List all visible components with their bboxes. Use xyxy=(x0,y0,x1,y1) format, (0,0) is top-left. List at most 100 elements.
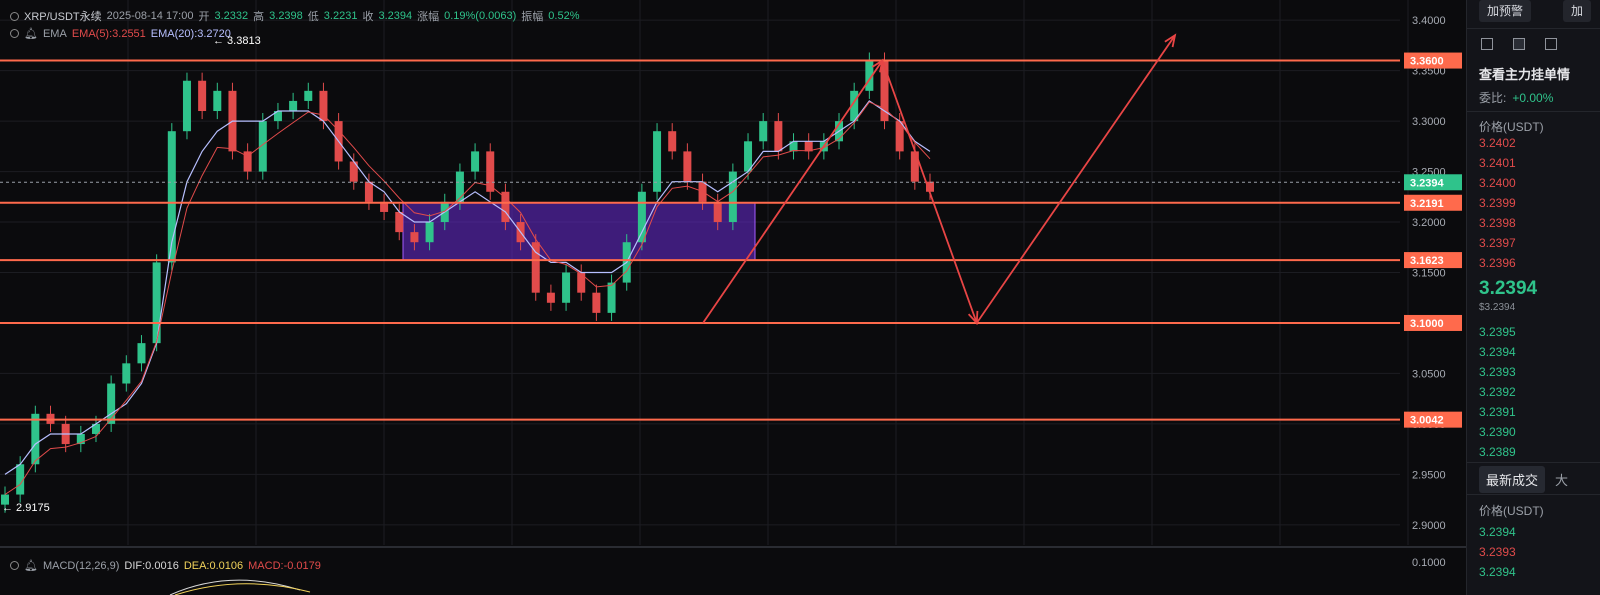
tab-large-trades[interactable]: 大 xyxy=(1555,473,1569,488)
both-sides-icon[interactable] xyxy=(1481,38,1493,50)
add-button[interactable]: 加 xyxy=(1563,0,1592,22)
dif-line xyxy=(169,579,301,595)
divider xyxy=(1467,28,1600,29)
y-tick-label: 3.3000 xyxy=(1412,116,1446,128)
consolidation-zone xyxy=(402,202,756,261)
bid-row[interactable]: 3.2393 xyxy=(1479,365,1516,379)
candle xyxy=(380,201,389,212)
divider xyxy=(1467,494,1600,495)
last-price-usd: $3.2394 xyxy=(1479,302,1516,313)
ask-row[interactable]: 3.2396 xyxy=(1479,256,1516,270)
price-level-tag xyxy=(1404,411,1462,428)
high-label: 高 xyxy=(253,11,265,23)
collapse-icon[interactable] xyxy=(10,11,19,21)
projection-path xyxy=(702,34,1176,325)
main-orders-link[interactable]: 查看主力挂单情 xyxy=(1479,67,1571,82)
bid-list: 3.2395 3.2394 3.2393 3.2392 3.2391 3.239… xyxy=(1479,322,1516,462)
price-level-label: 3.1000 xyxy=(1410,318,1444,330)
chart-area[interactable]: 3.40003.35003.30003.25003.20003.15003.10… xyxy=(0,0,1466,595)
candle xyxy=(926,181,934,192)
trade-list: 3.2394 3.2393 3.2394 xyxy=(1479,522,1516,582)
bell-icon[interactable]: 🔔︎ xyxy=(24,560,38,572)
candle xyxy=(364,181,373,202)
symbol-label: XRP/USDT永续 xyxy=(24,11,102,23)
bid-row[interactable]: 3.2394 xyxy=(1479,345,1516,359)
trades-tabs: 最新成交大 xyxy=(1479,466,1568,493)
candle xyxy=(562,272,571,303)
candle xyxy=(395,211,404,233)
bid-row[interactable]: 3.2391 xyxy=(1479,405,1516,419)
ask-row[interactable]: 3.2400 xyxy=(1479,176,1516,190)
candle xyxy=(744,141,753,172)
y-tick-label: 2.9500 xyxy=(1412,469,1446,481)
candle xyxy=(471,151,480,172)
dea-line xyxy=(174,583,311,595)
add-alert-button[interactable]: 加预警 xyxy=(1479,0,1532,22)
price-level-tag xyxy=(1404,252,1462,269)
candle xyxy=(319,90,328,122)
amp-value: 0.52% xyxy=(548,10,580,22)
macd-label[interactable]: MACD(12,26,9) xyxy=(42,559,120,572)
candle xyxy=(865,60,874,91)
datetime-label: 2025-08-14 17:00 xyxy=(106,10,194,22)
bid-row[interactable]: 3.2392 xyxy=(1479,385,1516,399)
candle xyxy=(137,343,146,364)
ask-row[interactable]: 3.2401 xyxy=(1479,156,1516,170)
ema-label[interactable]: EMA xyxy=(42,27,67,40)
y-tick-label: 3.3500 xyxy=(1412,66,1446,78)
ask-row[interactable]: 3.2398 xyxy=(1479,216,1516,230)
collapse-icon[interactable] xyxy=(10,561,19,570)
candle xyxy=(349,161,358,182)
candle xyxy=(273,111,282,122)
candle xyxy=(1,494,9,505)
candle xyxy=(486,151,495,192)
open-label: 开 xyxy=(198,11,210,23)
bids-only-icon[interactable] xyxy=(1545,38,1557,50)
trade-row: 3.2394 xyxy=(1479,565,1516,579)
collapse-icon[interactable] xyxy=(10,29,19,38)
candle xyxy=(531,242,540,293)
candle xyxy=(304,90,313,101)
price-level-label: 3.3600 xyxy=(1410,56,1444,68)
candle xyxy=(425,222,434,243)
trades-price-header: 价格(USDT) xyxy=(1479,504,1544,518)
change-value: 0.19%(0.0063) xyxy=(444,10,517,22)
open-value: 3.2332 xyxy=(214,10,249,22)
macd-value: MACD:-0.0179 xyxy=(248,559,321,572)
last-price: 3.2394 xyxy=(1479,278,1538,299)
divider xyxy=(1467,462,1600,463)
candle xyxy=(107,383,116,424)
candle xyxy=(789,141,798,152)
candle xyxy=(607,282,616,313)
bid-row[interactable]: 3.2390 xyxy=(1479,425,1516,439)
tab-latest-trades[interactable]: 最新成交 xyxy=(1479,466,1546,493)
candle xyxy=(774,121,783,152)
close-label: 收 xyxy=(362,11,374,23)
ask-row[interactable]: 3.2399 xyxy=(1479,196,1516,210)
ask-row[interactable]: 3.2397 xyxy=(1479,236,1516,250)
candle xyxy=(668,131,677,152)
candle xyxy=(592,292,601,313)
y-tick-label: 3.0500 xyxy=(1412,368,1446,380)
ask-row[interactable]: 3.2402 xyxy=(1479,136,1516,150)
bid-row[interactable]: 3.2395 xyxy=(1479,325,1516,339)
divider xyxy=(1467,111,1600,112)
bell-icon[interactable]: 🔔︎ xyxy=(24,28,38,40)
candle xyxy=(501,191,510,223)
trade-row: 3.2393 xyxy=(1479,545,1516,559)
candle xyxy=(289,100,298,112)
asks-only-icon[interactable] xyxy=(1513,38,1525,50)
candle xyxy=(91,423,100,434)
price-chart[interactable]: 3.40003.35003.30003.25003.20003.15003.10… xyxy=(0,0,1466,595)
current-price-tag xyxy=(1404,174,1462,191)
price-level-tag xyxy=(1404,194,1462,211)
candle xyxy=(637,191,646,243)
candle xyxy=(910,151,919,182)
candle xyxy=(577,272,586,293)
low-marker: ← 2.9175 xyxy=(2,502,50,514)
ema20-line xyxy=(4,100,931,475)
ema20-value: EMA(20):3.2720 xyxy=(150,27,231,40)
price-level-tag xyxy=(1404,314,1462,331)
bid-row[interactable]: 3.2389 xyxy=(1479,445,1516,459)
candle xyxy=(728,171,737,223)
